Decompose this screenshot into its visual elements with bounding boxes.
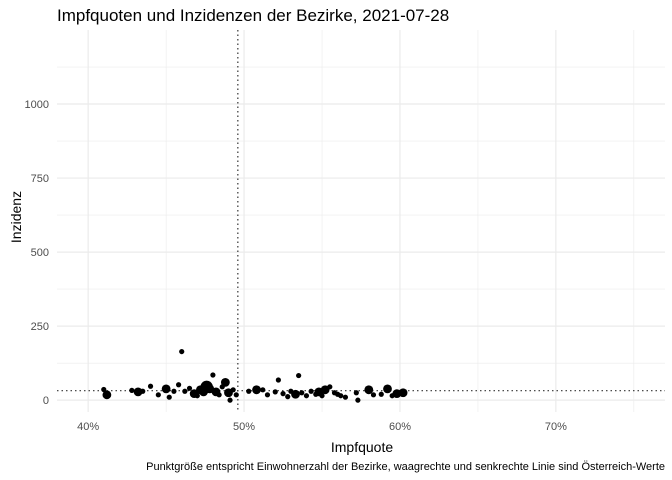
data-point bbox=[319, 393, 325, 399]
x-axis-ticks: 40% 50% 60% 70% bbox=[77, 421, 567, 433]
data-point bbox=[233, 392, 239, 398]
data-point bbox=[194, 393, 200, 399]
data-point bbox=[275, 377, 281, 383]
data-point bbox=[155, 392, 161, 398]
data-point bbox=[338, 393, 344, 399]
reference-lines bbox=[57, 30, 665, 412]
data-point bbox=[308, 388, 314, 394]
data-point bbox=[176, 382, 182, 388]
data-point bbox=[342, 394, 349, 400]
data-point bbox=[370, 392, 377, 398]
data-point bbox=[171, 388, 177, 394]
data-point bbox=[296, 372, 302, 379]
data-point bbox=[246, 388, 252, 394]
data-point bbox=[147, 383, 154, 389]
data-point bbox=[186, 385, 193, 391]
data-point bbox=[179, 348, 185, 355]
data-point bbox=[264, 392, 271, 398]
y-tick-label: 0 bbox=[43, 395, 49, 407]
data-point bbox=[227, 397, 233, 403]
y-tick-label: 750 bbox=[31, 173, 49, 185]
data-point bbox=[140, 388, 146, 394]
x-tick-label: 60% bbox=[389, 421, 411, 433]
data-point bbox=[355, 397, 361, 403]
data-point bbox=[272, 389, 278, 395]
data-point bbox=[166, 394, 172, 400]
x-tick-label: 40% bbox=[77, 421, 99, 433]
data-point bbox=[291, 389, 300, 399]
y-axis-ticks: 0 250 500 750 1000 bbox=[25, 99, 49, 407]
data-point bbox=[303, 393, 310, 399]
data-point bbox=[378, 391, 384, 397]
gridlines bbox=[57, 30, 665, 412]
data-point bbox=[364, 385, 374, 395]
data-point bbox=[299, 390, 305, 396]
chart-caption: Punktgröße entspricht Einwohnerzahl der … bbox=[146, 461, 665, 473]
y-axis-title: Inzidenz bbox=[8, 191, 24, 243]
y-tick-label: 1000 bbox=[25, 99, 49, 111]
data-point bbox=[220, 377, 230, 387]
data-point bbox=[182, 388, 188, 394]
data-point bbox=[216, 392, 222, 398]
data-point bbox=[353, 390, 359, 396]
x-tick-label: 70% bbox=[545, 421, 567, 433]
data-point bbox=[210, 372, 216, 378]
y-tick-label: 500 bbox=[31, 247, 49, 259]
data-point bbox=[280, 391, 286, 397]
data-point bbox=[252, 385, 261, 395]
data-point bbox=[161, 384, 171, 394]
data-point bbox=[398, 388, 408, 398]
data-points bbox=[101, 348, 408, 403]
y-tick-label: 250 bbox=[31, 321, 49, 333]
data-point bbox=[327, 384, 333, 390]
data-point bbox=[133, 387, 143, 397]
x-tick-label: 50% bbox=[233, 421, 255, 433]
data-point bbox=[383, 384, 392, 394]
data-point bbox=[101, 386, 107, 393]
data-point bbox=[102, 390, 112, 400]
data-point bbox=[230, 387, 236, 393]
chart-title: Impfquoten und Inzidenzen der Bezirke, 2… bbox=[57, 6, 449, 25]
data-point bbox=[285, 394, 291, 400]
data-point bbox=[260, 387, 266, 393]
data-point bbox=[129, 387, 135, 393]
x-axis-title: Impfquote bbox=[331, 439, 393, 455]
